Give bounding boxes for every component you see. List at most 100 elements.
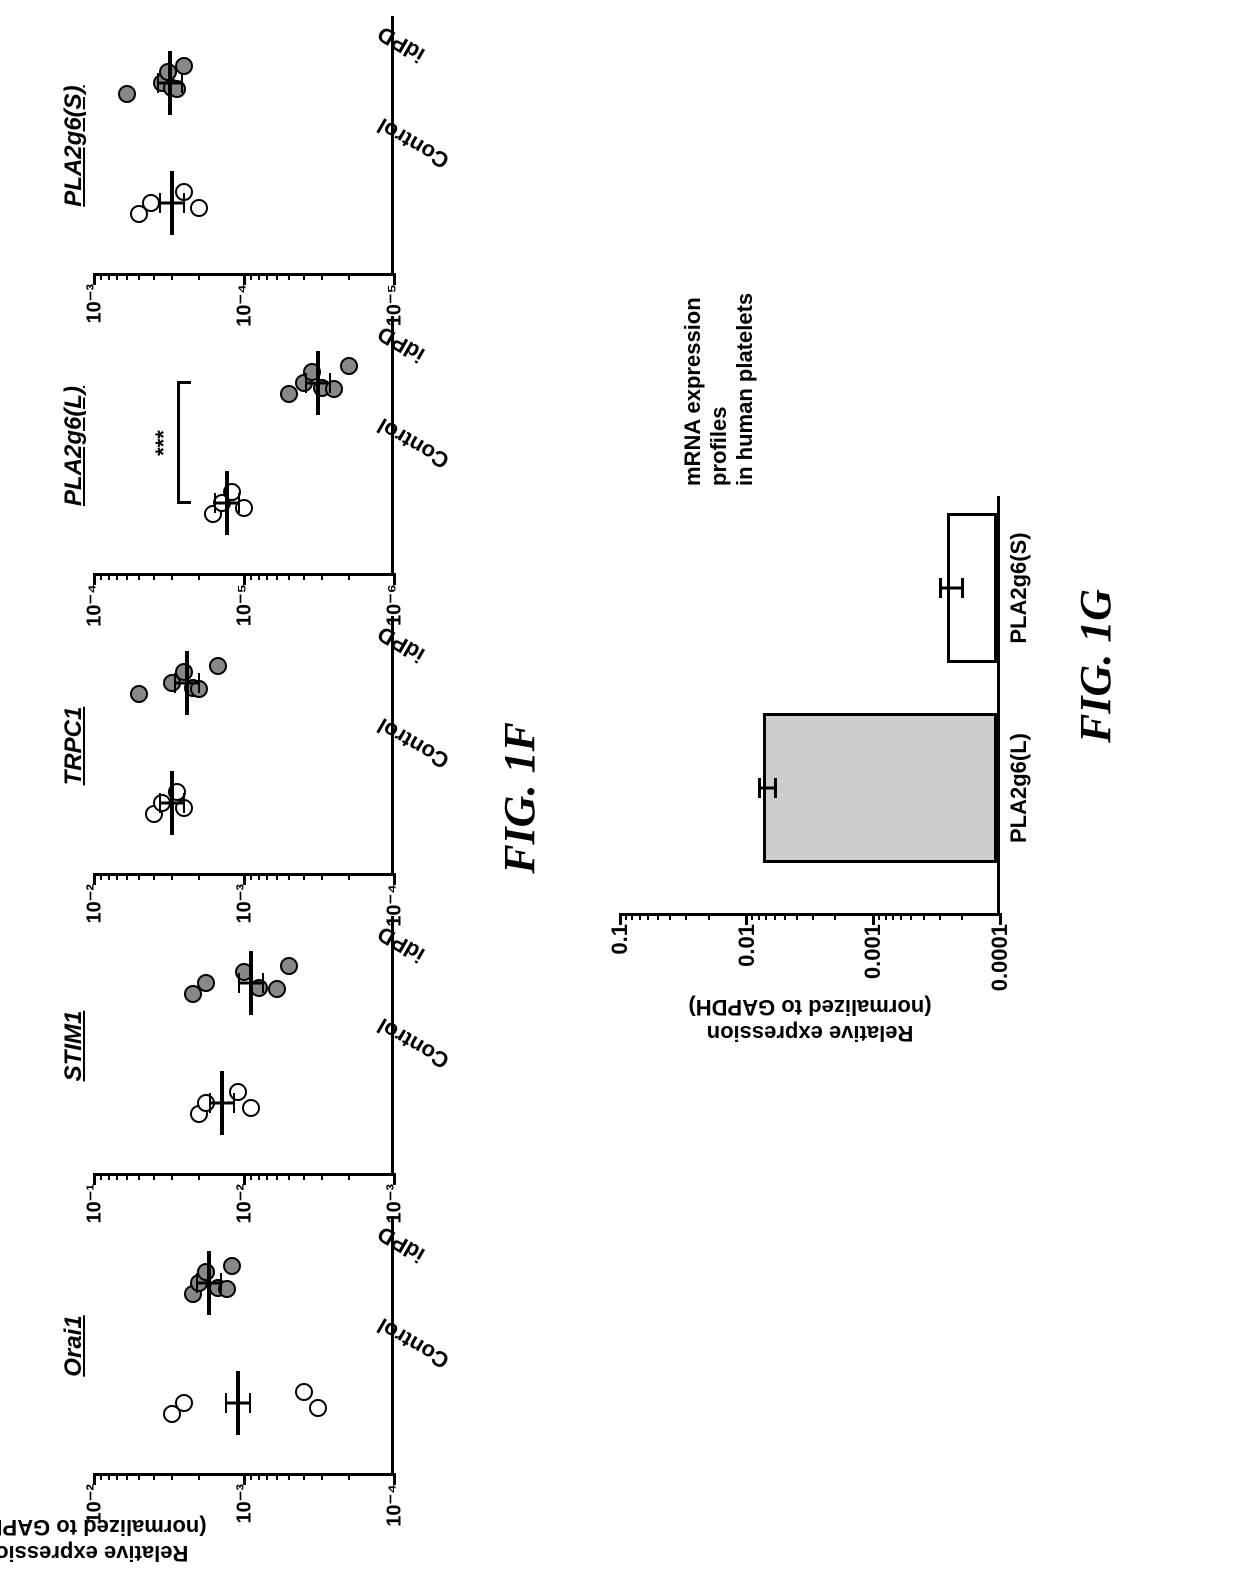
ytick-minor <box>138 1173 140 1180</box>
ytick-minor <box>321 1173 323 1180</box>
ytick-minor <box>108 1173 110 1180</box>
ytick-minor <box>288 273 290 280</box>
ytick-label: 10⁻⁵ <box>232 584 257 626</box>
sig-bracket-v <box>177 381 191 384</box>
yaxis-line1: Relative expression <box>0 1541 188 1566</box>
ytick-minor <box>266 273 268 280</box>
point-control <box>309 1399 327 1417</box>
err-bar <box>160 802 184 805</box>
ytick-minor <box>126 1173 128 1180</box>
ytick-minor <box>266 873 268 880</box>
ytick-minor-1g <box>939 913 941 920</box>
ytick-minor <box>258 1173 260 1180</box>
xcat-label: Control <box>373 412 454 474</box>
bar-pla2g6l <box>763 713 997 863</box>
ytick-minor <box>116 1173 118 1180</box>
ytick-minor <box>276 873 278 880</box>
ytick-minor <box>276 1173 278 1180</box>
bar-xlabel: PLA2g6(S) <box>1006 503 1032 673</box>
ytick-minor-1g <box>812 913 814 920</box>
bar-pla2g6s <box>947 513 997 663</box>
xcat-label: Control <box>373 712 454 774</box>
ytick-minor-1g <box>834 913 836 920</box>
xcat-label: Control <box>373 1312 454 1374</box>
ytick-minor <box>303 1173 305 1180</box>
xcat-label: Control <box>373 112 454 174</box>
ytick-label: 10⁻² <box>82 1484 107 1523</box>
ytick-minor <box>108 273 110 280</box>
ytick-minor <box>108 573 110 580</box>
ytick-minor <box>303 573 305 580</box>
point-idpd <box>175 57 193 75</box>
err-bar <box>226 1402 250 1405</box>
xcat-label: idPD <box>373 620 429 668</box>
scatter-panel-trpc1: TRPC110⁻⁴10⁻³10⁻²ControlidPD <box>60 616 394 876</box>
ytick-minor-1g <box>708 913 710 920</box>
ytick-label-1g: 0.01 <box>734 924 760 967</box>
fig1f-panels-row: Orai110⁻⁴10⁻³10⁻²ControlidPDSTIM110⁻³10⁻… <box>0 0 404 1596</box>
ytick-minor-1g <box>885 913 887 920</box>
ytick-minor-1g <box>625 913 627 920</box>
ytick-minor <box>276 1473 278 1480</box>
ytick-minor <box>288 1173 290 1180</box>
ytick-minor <box>153 1473 155 1480</box>
point-control <box>190 199 208 217</box>
ytick-minor <box>100 1173 102 1180</box>
ytick-minor <box>138 573 140 580</box>
ytick-minor-1g <box>796 913 798 920</box>
yaxis1g-line2: (normalized to GAPDH) <box>688 995 931 1020</box>
ytick-minor-1g <box>923 913 925 920</box>
ytick-minor-1g <box>765 913 767 920</box>
fig1g-label: FIG. 1G <box>1070 396 1121 936</box>
err-bar <box>158 82 182 85</box>
point-idpd <box>197 974 215 992</box>
ytick-label-1g: 0.1 <box>607 924 633 955</box>
ytick-minor-1g <box>657 913 659 920</box>
bar-errcap <box>758 778 761 798</box>
err-bar <box>239 982 263 985</box>
point-control <box>229 1083 247 1101</box>
panel-title: TRPC1 <box>60 616 88 876</box>
ytick-minor <box>100 573 102 580</box>
ytick-minor <box>126 1473 128 1480</box>
point-idpd <box>197 1263 215 1281</box>
ytick-label: 10⁻⁶ <box>382 584 407 626</box>
point-idpd <box>268 980 286 998</box>
ytick-minor <box>126 573 128 580</box>
side1g-line2: in human platelets <box>732 293 757 486</box>
ytick-minor <box>153 1173 155 1180</box>
ytick-minor <box>258 573 260 580</box>
ytick-minor <box>126 873 128 880</box>
point-control <box>295 1383 313 1401</box>
ytick-minor <box>100 1473 102 1480</box>
ytick-minor <box>171 1173 173 1180</box>
scatter-plot-area: 10⁻⁶10⁻⁵10⁻⁴ControlidPD*** <box>94 316 394 576</box>
bar-errcap <box>774 778 777 798</box>
ytick-minor <box>116 1473 118 1480</box>
ytick-minor <box>198 1173 200 1180</box>
point-idpd <box>280 957 298 975</box>
ytick-minor <box>303 1473 305 1480</box>
ytick-minor <box>116 573 118 580</box>
ytick-minor <box>250 873 252 880</box>
ytick-label: 10⁻⁴ <box>382 1484 407 1527</box>
point-idpd <box>130 685 148 703</box>
ytick-minor <box>250 1173 252 1180</box>
panel-title: PLA2g6(S) <box>60 16 88 276</box>
xcat-label: idPD <box>373 20 429 68</box>
ytick-minor <box>321 1473 323 1480</box>
ytick-minor <box>171 573 173 580</box>
ytick-minor <box>116 273 118 280</box>
fig1f-label: FIG. 1F <box>494 0 545 1596</box>
ytick-label: 10⁻¹ <box>82 1184 107 1223</box>
ytick-minor <box>171 1473 173 1480</box>
figure-rotated-container: Relative expression (normalized to GAPDH… <box>0 0 1240 1596</box>
bar-errline <box>940 587 962 590</box>
scatter-panel-pla2g6s: PLA2g6(S)10⁻⁵10⁻⁴10⁻³ControlidPD <box>60 16 394 276</box>
ytick-minor-1g <box>878 913 880 920</box>
ytick-minor <box>258 873 260 880</box>
fig1g-bar-plot: 0.00010.0010.010.1PLA2g6(L)PLA2g6(S) <box>620 496 1000 916</box>
ytick-minor <box>153 573 155 580</box>
scatter-panel-stim1: STIM110⁻³10⁻²10⁻¹ControlidPD <box>60 916 394 1176</box>
ytick-minor <box>250 573 252 580</box>
